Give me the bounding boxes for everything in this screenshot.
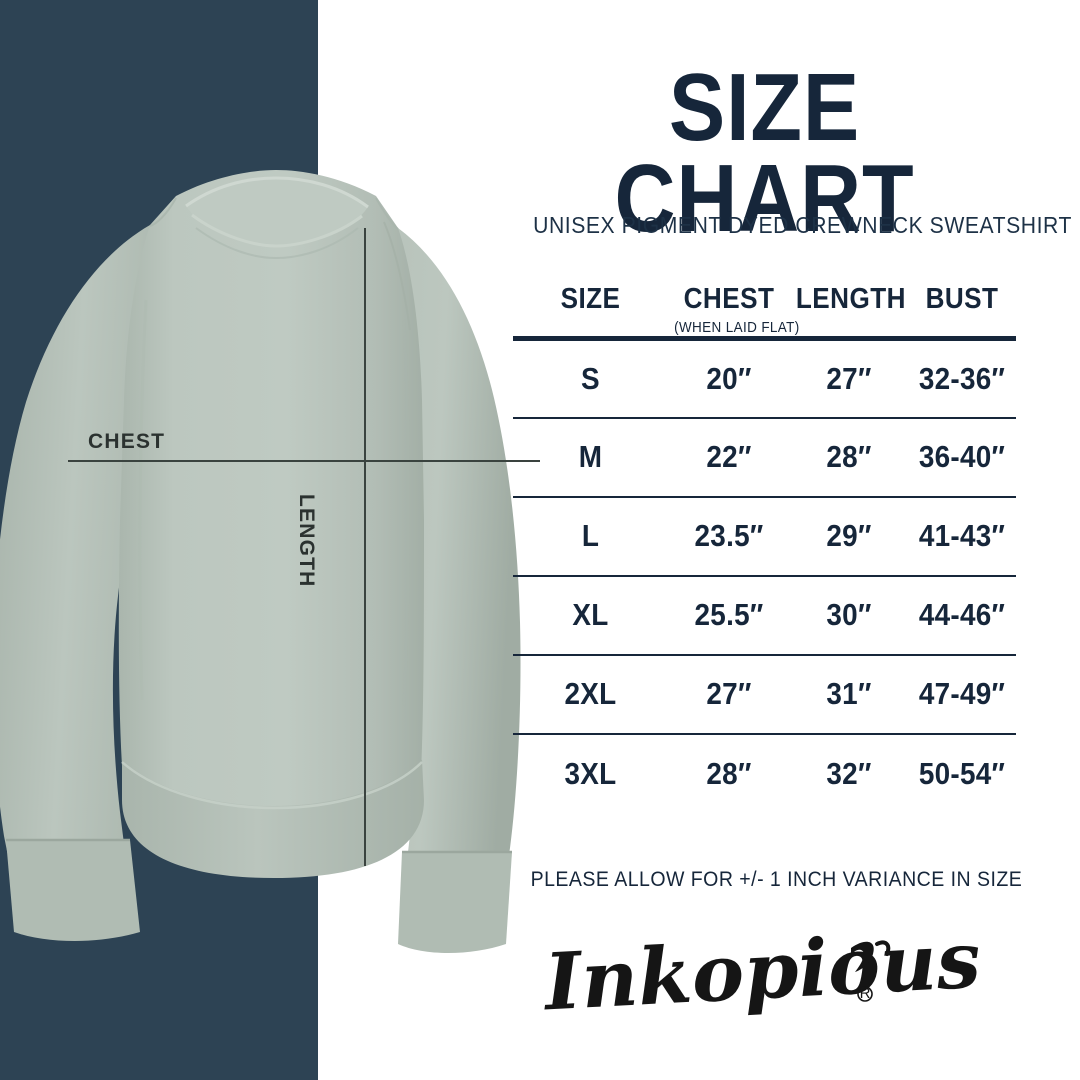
- cell-chest: 23.5″: [694, 518, 764, 553]
- column-header-chest: CHEST (WHEN LAID FLAT): [674, 281, 800, 339]
- cell-size: M: [578, 439, 603, 474]
- table-row: M 22″ 28″ 36-40″: [513, 417, 1016, 497]
- garment-illustration: CHEST LENGTH: [0, 170, 540, 953]
- column-header-chest-sublabel: (WHEN LAID FLAT): [674, 319, 800, 336]
- table-row: 3XL 28″ 32″ 50-54″: [513, 733, 1016, 813]
- column-header-length: LENGTH: [796, 281, 906, 339]
- column-header-size-label: SIZE: [560, 283, 621, 315]
- cell-size: 3XL: [564, 755, 617, 791]
- column-header-bust-label: BUST: [925, 283, 999, 315]
- cell-bust: 44-46″: [918, 597, 1006, 632]
- variance-note: PLEASE ALLOW FOR +/- 1 INCH VARIANCE IN …: [530, 868, 1023, 891]
- column-header-bust: BUST: [913, 281, 1010, 339]
- cell-chest: 20″: [706, 360, 752, 396]
- cell-chest: 27″: [706, 676, 752, 711]
- brand-logo: Inkopious R: [513, 916, 1016, 1036]
- cell-chest: 25.5″: [694, 597, 764, 632]
- cell-length: 27″: [826, 360, 872, 396]
- cell-bust: 32-36″: [918, 360, 1006, 396]
- cell-size: S: [581, 360, 600, 396]
- page-subtitle: UNISEX PIGMENT DYED CREWNECK SWEATSHIRT: [533, 212, 1072, 238]
- cell-size: 2XL: [564, 676, 617, 711]
- cell-bust: 47-49″: [918, 676, 1006, 711]
- cell-bust: 41-43″: [918, 518, 1006, 553]
- svg-text:Inkopious: Inkopious: [540, 916, 982, 1028]
- column-header-chest-label: CHEST: [683, 283, 775, 315]
- cell-length: 32″: [826, 755, 872, 791]
- table-header: SIZE CHEST (WHEN LAID FLAT) LENGTH BUST: [513, 281, 1016, 339]
- length-measurement-label: LENGTH: [295, 494, 318, 588]
- table-row: S 20″ 27″ 32-36″: [513, 339, 1016, 418]
- cell-bust: 50-54″: [918, 755, 1006, 791]
- chest-measurement-label: CHEST: [88, 430, 166, 453]
- cell-size: XL: [572, 597, 609, 632]
- table-header-row: SIZE CHEST (WHEN LAID FLAT) LENGTH BUST: [513, 281, 1016, 339]
- cell-length: 28″: [826, 439, 872, 474]
- cell-length: 29″: [826, 518, 872, 553]
- size-measurement-table: SIZE CHEST (WHEN LAID FLAT) LENGTH BUST: [513, 281, 1016, 813]
- cell-bust: 36-40″: [918, 439, 1006, 474]
- svg-text:R: R: [860, 985, 871, 1002]
- column-header-length-label: LENGTH: [795, 283, 906, 315]
- column-header-size: SIZE: [521, 281, 661, 339]
- table-row: L 23.5″ 29″ 41-43″: [513, 496, 1016, 576]
- table-body: S 20″ 27″ 32-36″ M 22″ 28″ 36-40″ L 23.5…: [513, 339, 1016, 813]
- table-row: 2XL 27″ 31″ 47-49″: [513, 654, 1016, 734]
- cell-length: 30″: [826, 597, 872, 632]
- chart-content: SIZE CHART UNISEX PIGMENT DYED CREWNECK …: [513, 0, 1072, 1080]
- cell-length: 31″: [826, 676, 872, 711]
- cell-chest: 22″: [706, 439, 752, 474]
- page-title: SIZE CHART: [614, 54, 915, 253]
- cell-size: L: [581, 518, 600, 553]
- table-row: XL 25.5″ 30″ 44-46″: [513, 575, 1016, 655]
- cell-chest: 28″: [706, 755, 752, 791]
